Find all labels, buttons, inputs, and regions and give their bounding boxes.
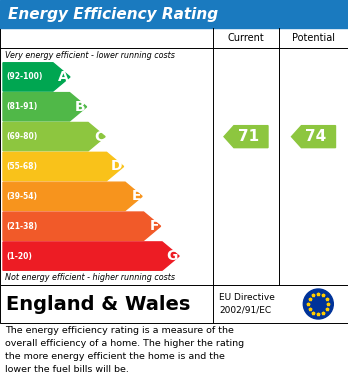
Polygon shape <box>3 63 70 91</box>
Text: (69-80): (69-80) <box>6 132 37 141</box>
Text: (92-100): (92-100) <box>6 72 42 81</box>
Polygon shape <box>3 242 179 270</box>
Text: 71: 71 <box>238 129 259 144</box>
Text: C: C <box>94 130 104 143</box>
Text: (1-20): (1-20) <box>6 251 32 260</box>
Text: Current: Current <box>228 33 264 43</box>
Text: 2002/91/EC: 2002/91/EC <box>219 306 271 315</box>
Polygon shape <box>224 126 268 148</box>
Text: D: D <box>111 160 122 174</box>
Text: (39-54): (39-54) <box>6 192 37 201</box>
Text: Potential: Potential <box>292 33 335 43</box>
Text: (55-68): (55-68) <box>6 162 37 171</box>
Text: EU Directive: EU Directive <box>219 293 275 302</box>
Text: F: F <box>150 219 160 233</box>
Polygon shape <box>3 122 105 151</box>
Text: (81-91): (81-91) <box>6 102 37 111</box>
Text: E: E <box>132 189 141 203</box>
Bar <box>0 285 348 323</box>
Polygon shape <box>3 212 161 240</box>
Text: G: G <box>167 249 178 263</box>
Polygon shape <box>292 126 335 148</box>
Text: England & Wales: England & Wales <box>6 294 190 314</box>
Text: B: B <box>75 100 86 114</box>
Text: Not energy efficient - higher running costs: Not energy efficient - higher running co… <box>5 273 175 283</box>
Text: 74: 74 <box>305 129 326 144</box>
Polygon shape <box>3 182 142 210</box>
Text: (21-38): (21-38) <box>6 222 37 231</box>
Bar <box>0 28 348 285</box>
Polygon shape <box>3 93 87 121</box>
Circle shape <box>303 289 333 319</box>
Text: Very energy efficient - lower running costs: Very energy efficient - lower running co… <box>5 50 175 59</box>
Bar <box>0 0 348 28</box>
Text: The energy efficiency rating is a measure of the
overall efficiency of a home. T: The energy efficiency rating is a measur… <box>5 326 244 373</box>
Text: Energy Efficiency Rating: Energy Efficiency Rating <box>8 7 218 22</box>
Polygon shape <box>3 152 124 181</box>
Text: A: A <box>58 70 69 84</box>
